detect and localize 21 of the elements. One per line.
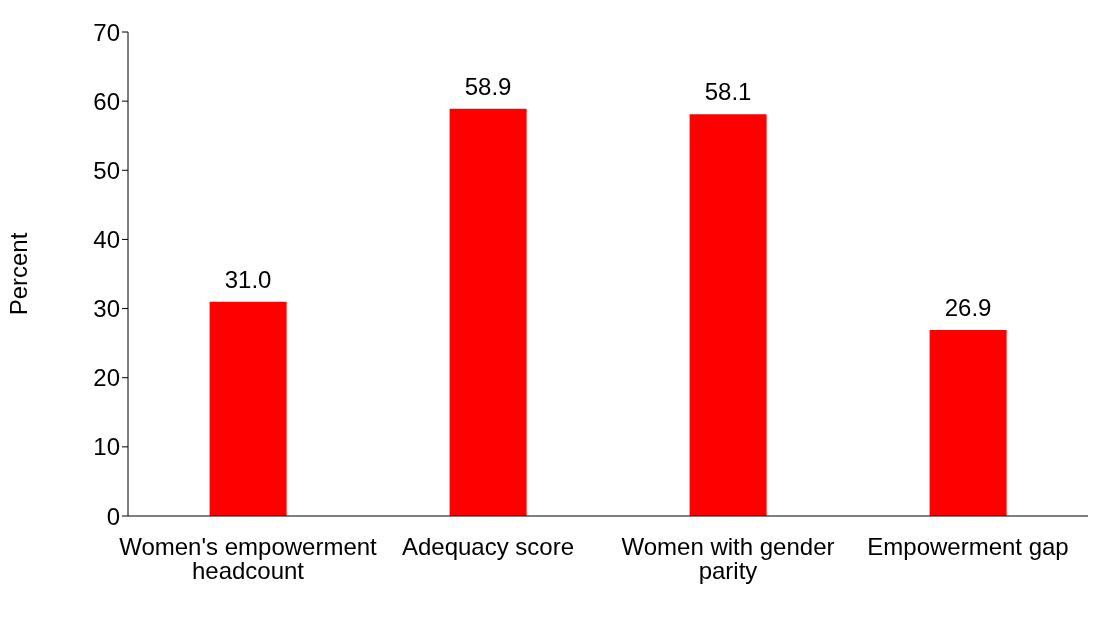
bar [209, 301, 287, 516]
data-label: 31.0 [224, 265, 272, 293]
data-label: 26.9 [944, 294, 992, 322]
data-label: 58.1 [704, 78, 752, 106]
y-tick-label: 0 [106, 502, 120, 530]
x-tick-label: Empowerment gap [867, 533, 1069, 561]
bar [689, 114, 767, 516]
y-tick-label: 50 [93, 156, 120, 184]
x-tick-label: Adequacy score [401, 533, 575, 561]
x-tick-label: Women with gender parity [621, 533, 835, 585]
data-label: 58.9 [464, 72, 512, 100]
y-tick-label: 70 [93, 18, 120, 46]
x-tick-label: Women's empowerment headcount [119, 533, 378, 585]
y-tick-label: 10 [93, 433, 120, 461]
y-tick-label: 40 [93, 225, 120, 253]
y-tick-label: 20 [93, 364, 120, 392]
y-tick-label: 60 [93, 87, 120, 115]
bar [929, 330, 1007, 516]
y-axis-title: Percent [4, 232, 32, 316]
y-tick-label: 30 [93, 295, 120, 323]
bar [449, 108, 527, 516]
